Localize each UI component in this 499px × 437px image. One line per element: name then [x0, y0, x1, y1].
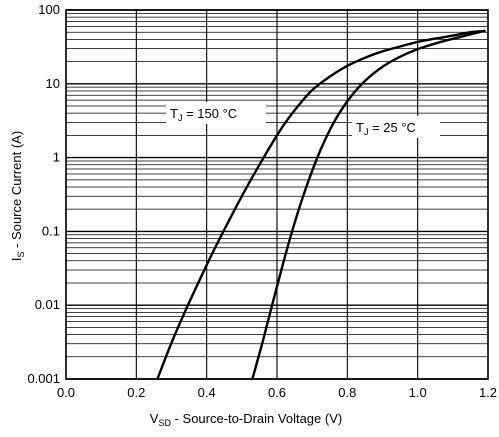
x-axis-title-main: V	[150, 411, 159, 426]
curve-label-background	[352, 116, 440, 138]
y-tick-label: 0.001	[27, 371, 60, 386]
plot-frame	[65, 9, 489, 380]
x-axis-title-rest: - Source-to-Drain Voltage (V)	[171, 411, 342, 426]
y-tick-labels: 0.001 0.01 0.1 1 10 100	[27, 2, 60, 386]
curve-labels: TJ = 150 °C TJ = 25 °C	[166, 102, 440, 138]
x-tick-label: 0.2	[127, 385, 145, 400]
y-tick-label: 10	[46, 76, 60, 91]
curve-label-150c: TJ = 150 °C	[170, 106, 237, 123]
x-tick-label: 0.0	[57, 385, 75, 400]
curve-label-25c: TJ = 25 °C	[356, 120, 416, 137]
x-axis-title: VSD - Source-to-Drain Voltage (V)	[150, 411, 342, 428]
x-tick-label: 0.6	[268, 385, 286, 400]
curve-label-background	[166, 102, 266, 124]
y-tick-label: 100	[38, 2, 60, 17]
curve-tj-150c	[156, 29, 486, 381]
series-layer	[156, 29, 486, 381]
y-axis-title-sub: S	[16, 252, 26, 258]
y-axis-title: IS - Source Current (A)	[9, 131, 26, 261]
y-axis-title-main: I	[9, 258, 24, 262]
y-tick-label: 0.1	[42, 223, 60, 238]
x-axis-title-sub: SD	[158, 418, 171, 428]
x-tick-labels: 0.0 0.2 0.4 0.6 0.8 1.0 1.2	[57, 385, 497, 400]
major-gridlines	[65, 9, 489, 380]
y-tick-label: 0.01	[35, 297, 60, 312]
y-axis-title-rest: - Source Current (A)	[9, 131, 24, 252]
curve-tj-25c	[251, 29, 486, 381]
x-tick-label: 1.2	[479, 385, 497, 400]
x-tick-label: 0.4	[198, 385, 216, 400]
y-tick-label: 1	[53, 150, 60, 165]
x-tick-label: 1.0	[409, 385, 427, 400]
x-tick-label: 0.8	[338, 385, 356, 400]
